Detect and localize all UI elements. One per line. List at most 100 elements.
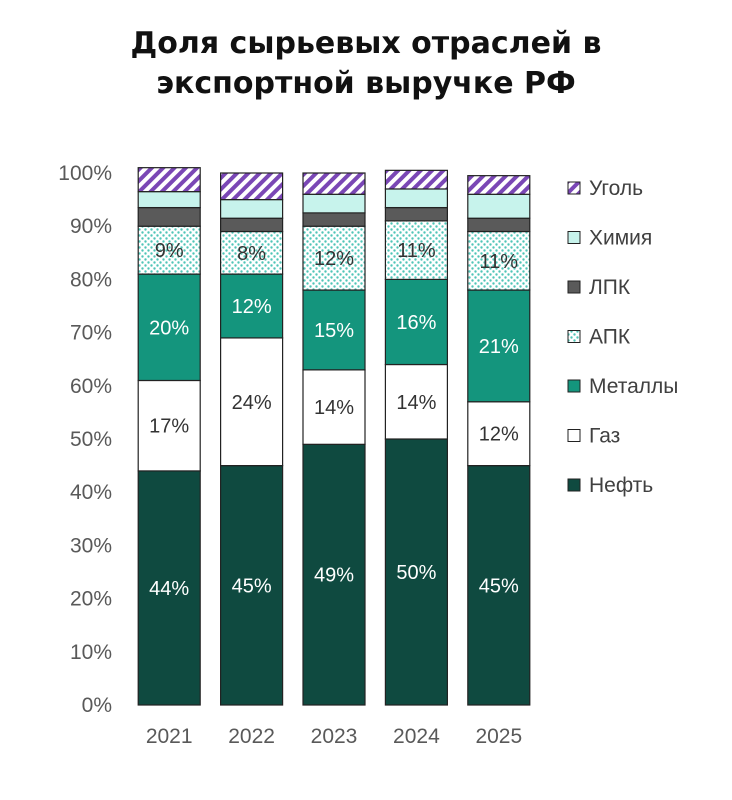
legend-label: ЛПК xyxy=(589,276,631,299)
bar-segment xyxy=(467,217,531,233)
bar-segment xyxy=(220,337,284,467)
x-tick-label: 2024 xyxy=(393,725,440,748)
data-label: 20% xyxy=(149,317,189,339)
legend-item: Газ xyxy=(567,425,620,448)
bar-segment xyxy=(467,193,531,219)
legend-label: Нефть xyxy=(589,474,653,497)
chart-title-line-2: экспортной выручке РФ xyxy=(156,66,576,101)
x-tick-label: 2022 xyxy=(228,725,275,748)
bar-column-2023: 49% 14% 15% 12% xyxy=(302,172,366,706)
bar-segment xyxy=(137,167,201,193)
legend-swatch xyxy=(567,478,581,492)
x-tick-label: 2021 xyxy=(146,725,193,748)
legend: Уголь Химия ЛПК АПК Металлы Газ Нефть xyxy=(567,177,678,497)
data-label: 11% xyxy=(480,251,519,273)
y-tick-label: 100% xyxy=(58,162,112,185)
data-label: 45% xyxy=(479,575,519,597)
bar-segment xyxy=(384,363,448,440)
legend-item: Уголь xyxy=(567,177,643,200)
bar-segment xyxy=(302,443,366,706)
legend-label: АПК xyxy=(589,326,631,349)
legend-item: ЛПК xyxy=(567,276,631,299)
data-label: 49% xyxy=(314,565,354,587)
y-tick-label: 80% xyxy=(70,268,112,291)
bar-segment xyxy=(137,206,201,227)
bar-segment xyxy=(302,212,366,227)
bar-segment xyxy=(467,289,531,403)
bar-column-2025: 45% 12% 21% 11% xyxy=(467,175,531,706)
data-label: 14% xyxy=(396,392,436,414)
data-label: 24% xyxy=(232,392,272,414)
legend-swatch xyxy=(567,330,581,343)
data-label: 14% xyxy=(314,397,354,419)
bar-segment xyxy=(467,230,531,291)
y-tick-label: 50% xyxy=(70,428,112,451)
y-tick-label: 10% xyxy=(70,641,112,664)
bar-segment xyxy=(220,273,284,339)
legend-item: Металлы xyxy=(567,375,678,398)
data-label: 50% xyxy=(396,562,436,584)
bar-segment xyxy=(137,273,201,382)
bar-segment xyxy=(137,470,201,706)
bar-segment xyxy=(220,230,284,275)
y-tick-label: 40% xyxy=(70,481,112,504)
legend-label: Уголь xyxy=(589,177,643,200)
y-tick-label: 90% xyxy=(70,215,112,238)
x-tick-label: 2023 xyxy=(311,725,358,748)
bar-segment xyxy=(137,191,201,209)
legend-item: Химия xyxy=(567,227,652,250)
bar-segment xyxy=(220,199,284,219)
legend-item: АПК xyxy=(567,326,631,349)
data-label: 17% xyxy=(149,416,189,438)
legend-label: Металлы xyxy=(589,375,678,398)
legend-swatch xyxy=(567,379,581,393)
legend-swatch xyxy=(567,280,581,294)
bars: 44% 17% 20% 9% 45% 24% 12% 8% 49% 14% 15% 12% 50% 14%… xyxy=(137,167,531,706)
bar-segment xyxy=(302,289,366,371)
bar-segment xyxy=(467,465,531,706)
data-label: 12% xyxy=(314,248,354,270)
data-label: 12% xyxy=(479,424,519,446)
data-label: 12% xyxy=(232,296,272,318)
legend-label: Химия xyxy=(589,227,652,250)
data-label: 11% xyxy=(397,240,436,262)
bar-segment xyxy=(384,206,448,222)
data-label: 21% xyxy=(479,336,519,358)
x-axis: 2021 2022 2023 2024 2025 xyxy=(146,725,522,748)
legend-label: Газ xyxy=(589,425,620,448)
bar-segment xyxy=(467,175,531,195)
bar-segment xyxy=(302,193,366,214)
bar-segment xyxy=(384,188,448,209)
y-tick-label: 30% xyxy=(70,534,112,557)
y-axis: 0% 10% 20% 30% 40% 50% 60% 70% 80% 90% 100% xyxy=(58,162,112,717)
x-tick-label: 2025 xyxy=(475,725,522,748)
legend-item: Нефть xyxy=(567,474,653,497)
bar-segment xyxy=(384,220,448,281)
bar-segment xyxy=(302,369,366,445)
y-tick-label: 20% xyxy=(70,588,112,611)
chart-title: Доля сырьевых отраслей в экспортной выру… xyxy=(0,24,732,104)
bar-segment xyxy=(220,465,284,706)
y-tick-label: 0% xyxy=(82,694,112,717)
y-tick-label: 70% xyxy=(70,322,112,345)
data-label: 15% xyxy=(314,320,354,342)
chart-title-line-1: Доля сырьевых отраслей в xyxy=(130,26,602,61)
y-tick-label: 60% xyxy=(70,375,112,398)
legend-swatch xyxy=(567,181,581,195)
bar-column-2022: 45% 24% 12% 8% xyxy=(220,172,284,706)
data-label: 8% xyxy=(237,243,266,265)
data-label: 45% xyxy=(232,575,272,597)
bar-segment xyxy=(384,438,448,706)
bar-segment xyxy=(384,278,448,366)
legend-swatch xyxy=(567,429,581,442)
data-label: 16% xyxy=(396,312,436,334)
legend-swatch xyxy=(567,231,581,244)
bar-column-2021: 44% 17% 20% 9% xyxy=(137,167,201,706)
bar-segment xyxy=(384,169,448,190)
data-label: 44% xyxy=(149,578,189,600)
data-label: 9% xyxy=(155,240,184,262)
bar-segment xyxy=(220,217,284,233)
bar-column-2024: 50% 14% 16% 11% xyxy=(384,169,448,706)
bar-segment xyxy=(302,172,366,195)
